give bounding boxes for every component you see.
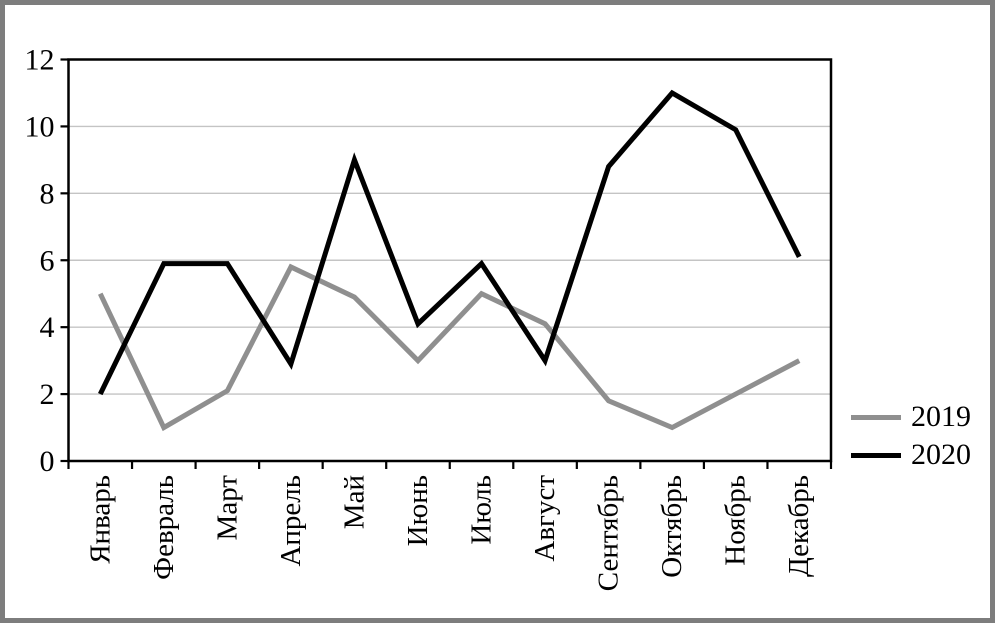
series-2019-line — [98, 263, 801, 432]
y-axis-label-2: 2 — [40, 378, 55, 411]
x-axis-label-2: Февраль — [148, 475, 180, 580]
x-axis-label-1: Январь — [84, 475, 116, 564]
gridlines — [68, 125, 831, 395]
x-axis-label-4: Апрель — [275, 475, 307, 567]
y-axis-label-0: 0 — [40, 445, 55, 478]
x-axis-label-10: Октябрь — [656, 475, 688, 578]
legend: 2019 2020 — [851, 402, 971, 478]
y-axis-label-6: 6 — [40, 244, 55, 277]
legend-line-sample-2019 — [851, 414, 901, 420]
y-axis-label-10: 10 — [25, 110, 55, 143]
legend-line-sample-2020 — [851, 452, 901, 458]
legend-label-2020: 2020 — [911, 438, 971, 471]
x-axis-label-7: Июль — [466, 475, 498, 545]
x-axis-label-6: Июнь — [402, 475, 434, 546]
x-axis-label-8: Август — [529, 475, 561, 562]
x-axis-label-3: Март — [211, 475, 243, 541]
x-axis-label-9: Сентябрь — [593, 475, 625, 591]
legend-item-2019: 2019 — [851, 402, 971, 432]
x-axis-label-5: Май — [338, 475, 370, 529]
legend-item-2020: 2020 — [851, 440, 971, 470]
y-axis-label-8: 8 — [40, 177, 55, 210]
x-axis-label-12: Декабрь — [783, 475, 815, 577]
y-axis-label-4: 4 — [40, 311, 55, 344]
series-2020-line — [98, 89, 802, 396]
legend-label-2019: 2019 — [911, 400, 971, 433]
y-axis-labels: 0 2 4 6 8 10 12 — [25, 44, 55, 479]
line-chart: 0 2 4 6 8 10 12 Январь Февраль Март Апрель Май Июнь… — [25, 44, 833, 592]
axis-ticks — [60, 58, 833, 469]
x-axis-label-11: Ноябрь — [720, 475, 752, 566]
x-axis-labels: Январь Февраль Март Апрель Май Июнь Июль Август… — [84, 475, 815, 592]
y-axis-label-12: 12 — [25, 44, 55, 77]
